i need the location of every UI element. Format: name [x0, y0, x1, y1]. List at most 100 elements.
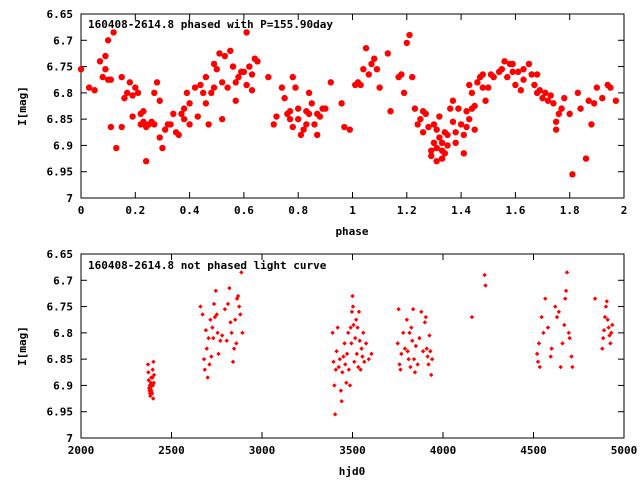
- phased-data-point: [159, 144, 166, 152]
- phased-data-point: [297, 131, 305, 139]
- unphased-data-point: [206, 335, 211, 341]
- unphased-data-point: [356, 364, 361, 370]
- phased-data-point: [593, 84, 601, 91]
- phased-data-point: [376, 84, 383, 91]
- unphased-axis-ticks: 2000 2500 3000 3500 4000 4500 5000 6.65 6.7 6.75 6…: [47, 248, 638, 457]
- unphased-y-tick-label: 6.7: [53, 274, 73, 287]
- unphased-data-point: [400, 330, 406, 336]
- phased-data-point: [490, 73, 497, 81]
- unphased-data-point: [563, 288, 569, 293]
- unphased-data-point: [608, 341, 613, 346]
- phased-data-point: [460, 150, 468, 157]
- phased-data-point: [191, 84, 199, 91]
- unphased-data-point: [357, 338, 362, 343]
- phased-data-point: [311, 121, 318, 128]
- phased-x-axis-label: phase: [335, 225, 368, 238]
- unphased-data-point: [218, 338, 223, 343]
- unphased-data-point: [363, 341, 369, 346]
- unphased-data-point: [592, 296, 598, 301]
- unphased-data-point: [238, 312, 243, 317]
- unphased-data-point: [148, 380, 154, 385]
- unphased-data-point: [354, 351, 360, 357]
- unphased-data-point: [407, 330, 412, 336]
- unphased-x-tick-label: 2500: [158, 444, 185, 457]
- phased-data-point: [295, 115, 302, 123]
- phased-data-point: [170, 110, 177, 118]
- unphased-y-tick-label: 7: [66, 432, 73, 445]
- phased-y-tick-label: 6.95: [47, 166, 74, 179]
- unphased-data-point: [211, 301, 217, 307]
- phased-data-point: [539, 94, 546, 102]
- unphased-data-point: [353, 317, 359, 322]
- phased-data-point: [466, 81, 473, 89]
- phased-data-point: [438, 139, 446, 146]
- phased-data-point: [221, 52, 229, 60]
- unphased-data-point: [342, 341, 347, 346]
- phased-data-point: [96, 58, 104, 65]
- phased-data-point: [202, 73, 210, 81]
- phased-data-point: [156, 134, 163, 141]
- phased-data-point: [607, 84, 614, 91]
- unphased-data-point: [338, 388, 344, 393]
- unphased-data-point: [429, 372, 434, 378]
- phased-plot-title: 160408-2614.8 phased with P=155.90day: [88, 18, 333, 31]
- phased-data-point: [121, 94, 128, 102]
- phased-data-point: [403, 39, 410, 47]
- phased-data-point: [286, 108, 294, 115]
- phased-data-point: [102, 52, 109, 60]
- phased-data-point: [85, 84, 93, 91]
- unphased-y-tick-label: 6.8: [53, 327, 73, 340]
- phased-data-point: [509, 60, 516, 68]
- phased-data-point: [419, 129, 427, 136]
- unphased-data-point: [148, 393, 153, 399]
- unphased-data-point: [607, 333, 612, 338]
- unphased-data-point: [350, 293, 355, 299]
- phased-data-point: [303, 121, 310, 128]
- phased-data-point: [118, 73, 125, 81]
- unphased-data-point: [362, 359, 367, 364]
- phased-data-point: [110, 29, 117, 36]
- phased-data-point: [520, 76, 527, 83]
- phased-data-point: [520, 66, 527, 73]
- unphased-data-point: [343, 362, 348, 367]
- unphased-data-point: [402, 346, 408, 351]
- phased-data-point: [525, 60, 533, 68]
- unphased-data-point: [340, 370, 345, 375]
- unphased-data-point: [610, 322, 615, 328]
- phased-data-point: [590, 100, 598, 107]
- phased-data-point: [161, 126, 169, 133]
- phased-y-tick-label: 6.65: [47, 8, 74, 21]
- unphased-data-point: [230, 359, 236, 364]
- phased-data-point: [555, 110, 563, 118]
- phased-data-point: [322, 105, 329, 112]
- phased-data-point: [436, 134, 443, 141]
- unphased-data-point: [541, 330, 546, 336]
- unphased-data-point: [353, 335, 358, 341]
- phased-data-point: [542, 89, 549, 97]
- phased-data-point: [229, 63, 237, 70]
- phased-x-tick-label: 0: [78, 204, 85, 217]
- unphased-data-point: [428, 349, 433, 354]
- unphased-data-point: [339, 399, 344, 404]
- phased-data-point: [134, 89, 142, 97]
- unphased-data-point: [409, 325, 414, 330]
- unphased-data-point: [604, 299, 610, 304]
- unphased-data-point: [201, 356, 207, 362]
- phased-data-point: [509, 68, 516, 76]
- phased-y-tick-label: 6.75: [47, 61, 74, 74]
- unphased-data-point: [361, 330, 366, 336]
- unphased-data-point: [336, 364, 341, 370]
- phased-data-point: [305, 89, 313, 97]
- unphased-data-point: [395, 341, 400, 346]
- unphased-data-point: [214, 312, 219, 317]
- phased-data-point: [368, 60, 375, 68]
- unphased-data-point: [216, 351, 221, 357]
- phased-data-point: [240, 68, 248, 76]
- unphased-data-point: [410, 307, 416, 312]
- unphased-data-point: [558, 364, 563, 370]
- unphased-data-point: [399, 351, 404, 357]
- phased-data-point: [444, 142, 451, 149]
- phased-data-point: [561, 94, 568, 102]
- unphased-data-point: [564, 270, 570, 275]
- phased-x-tick-label: 2: [621, 204, 628, 217]
